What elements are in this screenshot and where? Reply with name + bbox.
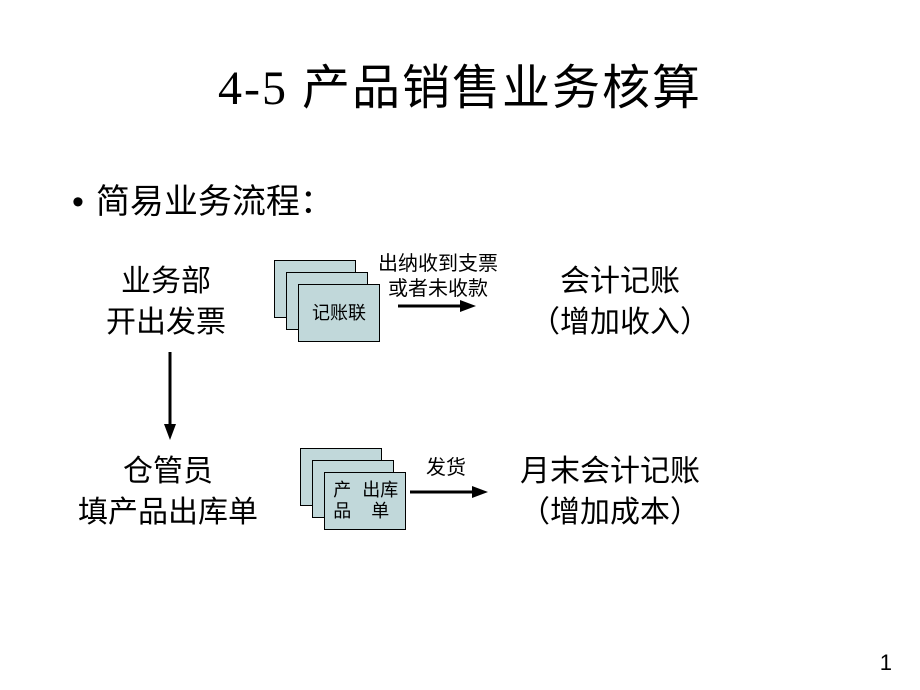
doc-stack-2: 产品 出库单: [300, 448, 410, 534]
arrow1-label: 出纳收到支票 或者未收款: [378, 252, 498, 302]
doc2-label-line2: 出库单: [357, 480, 403, 521]
arrow1-label-line2: 或者未收款: [388, 278, 488, 300]
slide-title: 4-5 产品销售业务核算: [0, 48, 920, 118]
subtitle-row: • 简易业务流程：: [72, 174, 334, 223]
subtitle-text: 简易业务流程：: [96, 184, 334, 221]
step-1-line1: 业务部: [121, 265, 211, 298]
step-3: 仓管员 填产品出库单: [78, 452, 258, 533]
arrow1-label-line1: 出纳收到支票: [378, 253, 498, 275]
step-3-line2: 填产品出库单: [78, 496, 258, 529]
doc1-label: 记账联: [312, 303, 366, 324]
arrow-right-2: [410, 484, 490, 504]
step-4: 月末会计记账 （增加成本）: [520, 452, 700, 533]
doc-sheet-front: 记账联: [298, 284, 380, 342]
step-2: 会计记账 （增加收入）: [530, 262, 710, 343]
step-1: 业务部 开出发票: [106, 262, 226, 343]
arrow2-label: 发货: [426, 456, 466, 481]
doc-stack-1: 记账联: [274, 260, 384, 346]
step-3-line1: 仓管员: [123, 455, 213, 488]
step-2-line1: 会计记账: [560, 265, 680, 298]
page-number: 1: [880, 650, 892, 676]
doc2-sheet-front: 产品 出库单: [324, 472, 406, 530]
arrow-down: [160, 352, 180, 442]
step-2-line2: （增加收入）: [530, 306, 710, 339]
arrow-right-1: [398, 298, 478, 318]
doc2-label-line1: 产品: [327, 480, 357, 521]
step-4-line2: （增加成本）: [520, 496, 700, 529]
step-4-line1: 月末会计记账: [520, 455, 700, 488]
step-1-line2: 开出发票: [106, 306, 226, 339]
bullet-icon: •: [72, 183, 84, 222]
